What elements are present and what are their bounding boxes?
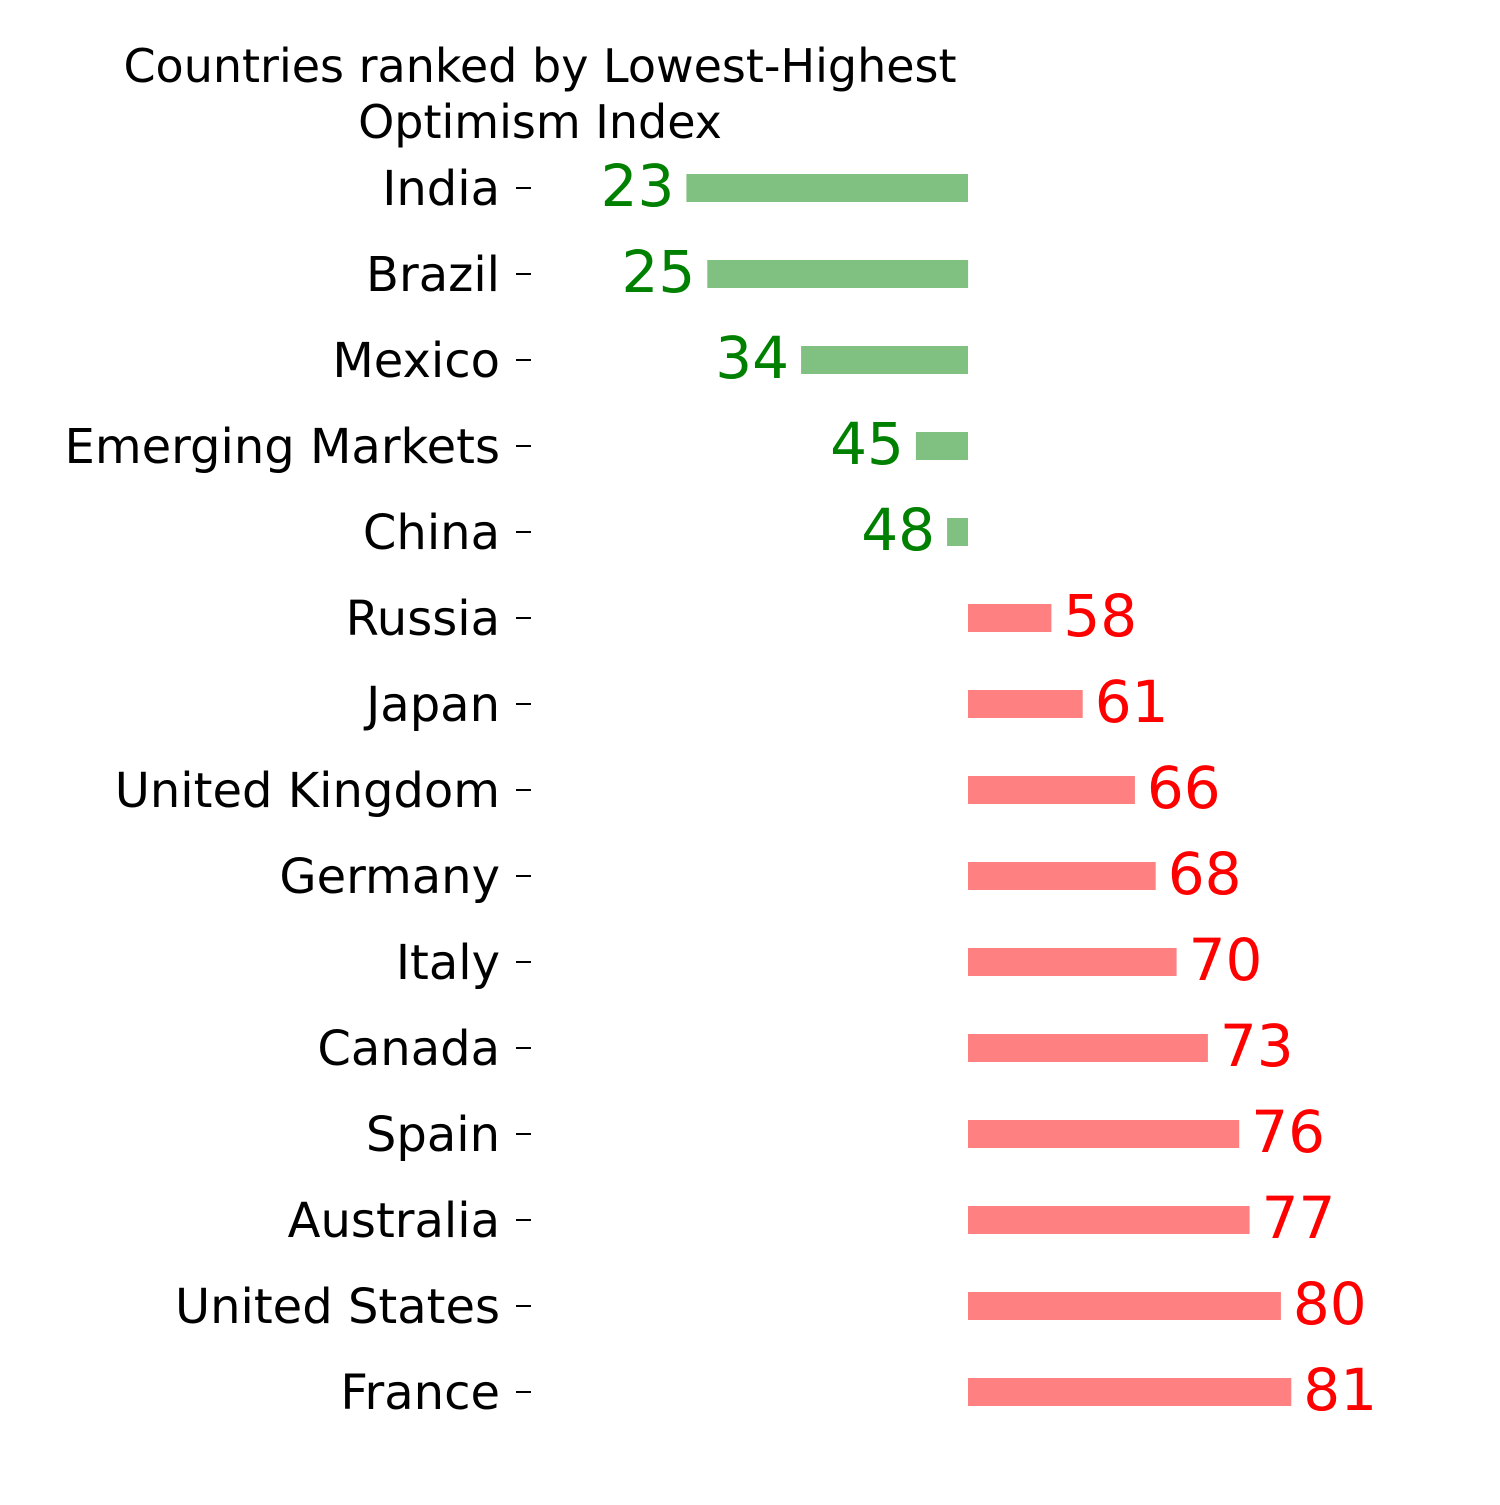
chart-title-line1: Countries ranked by Lowest-Highest bbox=[123, 39, 957, 93]
value-label: 61 bbox=[1095, 668, 1169, 736]
category-label: Spain bbox=[366, 1107, 500, 1163]
category-label: United States bbox=[175, 1279, 500, 1335]
category-label: United Kingdom bbox=[115, 763, 500, 819]
bar bbox=[968, 1034, 1208, 1062]
chart-title: Countries ranked by Lowest-Highest Optim… bbox=[30, 38, 1050, 150]
category-label: Canada bbox=[317, 1021, 500, 1077]
category-label: Germany bbox=[279, 849, 500, 905]
value-label: 23 bbox=[601, 152, 675, 220]
value-label: 58 bbox=[1063, 582, 1137, 650]
value-label: 81 bbox=[1303, 1356, 1377, 1424]
bar bbox=[968, 1378, 1292, 1406]
bar bbox=[968, 776, 1135, 804]
value-label: 73 bbox=[1220, 1012, 1294, 1080]
bar bbox=[707, 260, 969, 288]
bar bbox=[968, 1206, 1250, 1234]
category-label: Brazil bbox=[366, 247, 500, 303]
category-label: Emerging Markets bbox=[65, 419, 500, 475]
value-label: 76 bbox=[1251, 1098, 1325, 1166]
category-label: Japan bbox=[363, 677, 500, 733]
value-label: 77 bbox=[1262, 1184, 1336, 1252]
value-label: 68 bbox=[1168, 840, 1242, 908]
value-label: 45 bbox=[830, 410, 904, 478]
value-label: 80 bbox=[1293, 1270, 1367, 1338]
bar bbox=[968, 948, 1177, 976]
category-label: Australia bbox=[288, 1193, 500, 1249]
category-label: France bbox=[340, 1365, 500, 1421]
value-label: 66 bbox=[1147, 754, 1221, 822]
category-label: China bbox=[363, 505, 500, 561]
bar bbox=[968, 604, 1052, 632]
bar bbox=[968, 862, 1156, 890]
value-label: 34 bbox=[715, 324, 789, 392]
bar bbox=[915, 432, 968, 460]
category-label: Italy bbox=[396, 935, 500, 991]
bar bbox=[947, 518, 968, 546]
value-label: 70 bbox=[1189, 926, 1263, 994]
value-label: 48 bbox=[861, 496, 935, 564]
value-label: 25 bbox=[621, 238, 695, 306]
bar bbox=[686, 174, 968, 202]
category-label: Russia bbox=[346, 591, 500, 647]
bar bbox=[968, 1292, 1281, 1320]
category-label: India bbox=[382, 161, 500, 217]
bar bbox=[968, 690, 1083, 718]
chart-title-line2: Optimism Index bbox=[358, 95, 722, 149]
bar bbox=[801, 346, 968, 374]
category-label: Mexico bbox=[332, 333, 500, 389]
bar bbox=[968, 1120, 1240, 1148]
